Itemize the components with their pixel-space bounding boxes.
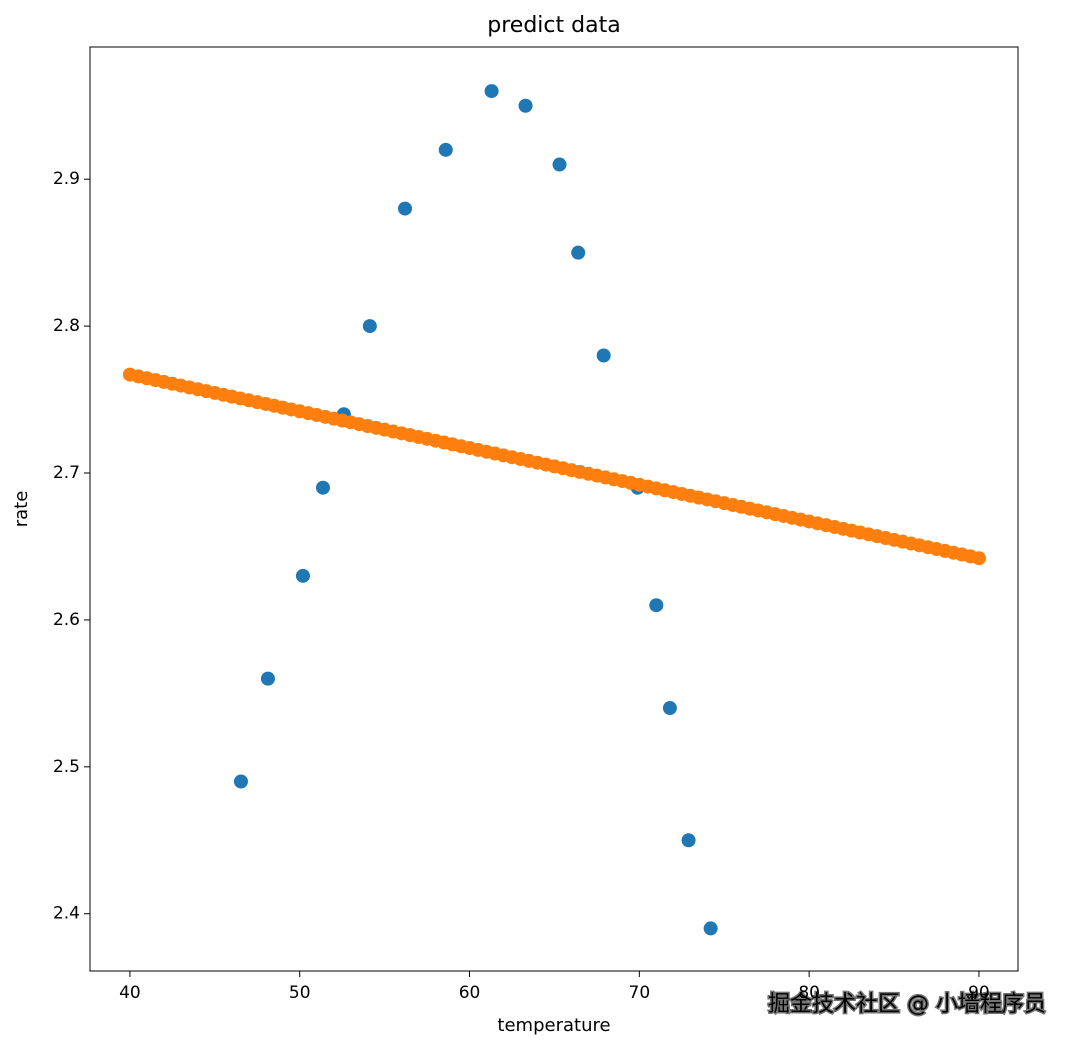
x-tick-label: 90	[968, 983, 990, 1003]
x-tick-label: 50	[289, 983, 311, 1003]
y-tick-label: 2.4	[53, 904, 80, 924]
point	[260, 671, 275, 686]
point	[662, 701, 677, 716]
plot-frame	[89, 46, 1019, 972]
x-tick-label: 70	[629, 983, 651, 1003]
point	[362, 319, 377, 334]
point	[596, 348, 611, 363]
point	[649, 598, 664, 613]
point	[397, 201, 412, 216]
y-tick-label: 2.8	[53, 316, 80, 336]
point	[971, 551, 986, 566]
y-tick-label: 2.9	[53, 169, 80, 189]
point	[681, 833, 696, 848]
point	[295, 568, 310, 583]
point	[552, 157, 567, 172]
point	[233, 774, 248, 789]
y-tick-label: 2.7	[53, 463, 80, 483]
watermark: 掘金技术社区 @ 小墙程序员	[768, 992, 1046, 1017]
point	[518, 98, 533, 113]
point	[571, 245, 586, 260]
point	[438, 142, 453, 157]
x-axis-label: temperature	[497, 1015, 610, 1036]
y-axis-label: rate	[11, 491, 32, 528]
x-tick-label: 40	[119, 983, 141, 1003]
y-tick-label: 2.6	[53, 610, 80, 630]
x-tick-label: 80	[798, 983, 820, 1003]
chart-title: predict data	[487, 13, 620, 38]
point	[484, 84, 499, 99]
point	[703, 921, 718, 936]
x-tick-label: 60	[459, 983, 481, 1003]
point	[315, 480, 330, 495]
y-tick-label: 2.5	[53, 757, 80, 777]
